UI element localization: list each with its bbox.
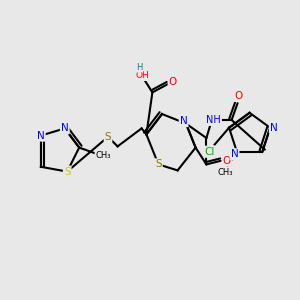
Text: N: N [37, 130, 45, 141]
Text: H: H [136, 63, 142, 72]
Text: N: N [180, 116, 188, 126]
Text: O: O [223, 156, 231, 166]
Text: S: S [105, 132, 111, 142]
Text: N: N [231, 149, 239, 159]
Text: N: N [270, 123, 278, 133]
Text: O: O [169, 76, 177, 87]
Text: Cl: Cl [205, 147, 215, 157]
Text: N: N [61, 123, 69, 134]
Text: NH: NH [206, 115, 221, 125]
Text: S: S [155, 159, 162, 170]
Text: S: S [64, 167, 70, 177]
Text: CH₃: CH₃ [95, 152, 111, 160]
Text: CH₃: CH₃ [217, 168, 233, 177]
Text: OH: OH [136, 71, 150, 80]
Text: O: O [235, 91, 243, 101]
